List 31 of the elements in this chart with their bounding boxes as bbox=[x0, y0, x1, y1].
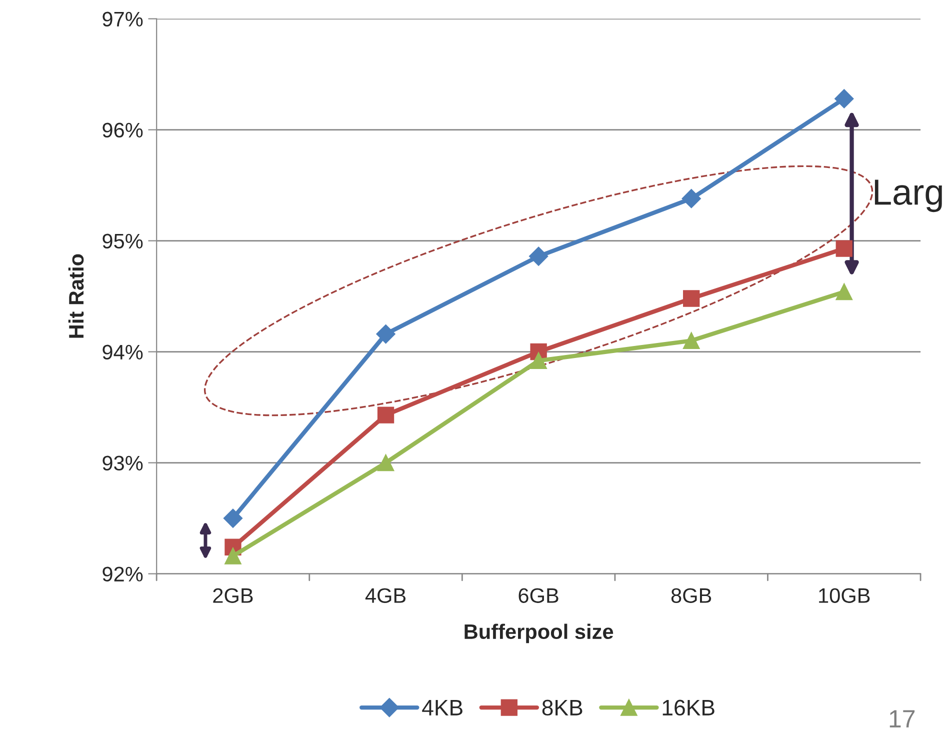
point bbox=[836, 283, 852, 300]
y-tick-label: 94% bbox=[102, 344, 143, 360]
x-tick-label: 2GB bbox=[213, 588, 253, 603]
x-tick-label: 8GB bbox=[671, 588, 712, 603]
text: 17 bbox=[890, 710, 915, 728]
x-tick-label: 10GB bbox=[819, 588, 870, 603]
point bbox=[223, 508, 243, 528]
legend-label: 4KB bbox=[422, 700, 462, 716]
point bbox=[224, 548, 242, 564]
point bbox=[529, 246, 548, 266]
x-axis-title: Bufferpool size bbox=[464, 624, 614, 644]
point bbox=[834, 89, 854, 108]
y-tick-label: 96% bbox=[102, 122, 143, 138]
point bbox=[683, 332, 700, 349]
y-axis-title: Hit Ratio bbox=[68, 254, 84, 338]
point bbox=[836, 240, 852, 257]
legend-label: 16KB bbox=[662, 700, 714, 716]
y-tick-label: 92% bbox=[102, 566, 143, 582]
x-tick-label: 4GB bbox=[365, 588, 406, 603]
point bbox=[377, 454, 394, 472]
point bbox=[530, 352, 547, 369]
point bbox=[682, 189, 701, 208]
legend-label: 8KB bbox=[542, 700, 582, 716]
annotation: Larg bbox=[874, 180, 942, 212]
x-tick-label: 6GB bbox=[518, 588, 558, 603]
y-tick-label: 95% bbox=[102, 234, 143, 249]
y-tick-label: 93% bbox=[102, 456, 143, 471]
point bbox=[377, 406, 394, 424]
y-tick-label: 97% bbox=[102, 12, 143, 27]
point bbox=[376, 324, 396, 344]
point bbox=[683, 290, 700, 307]
